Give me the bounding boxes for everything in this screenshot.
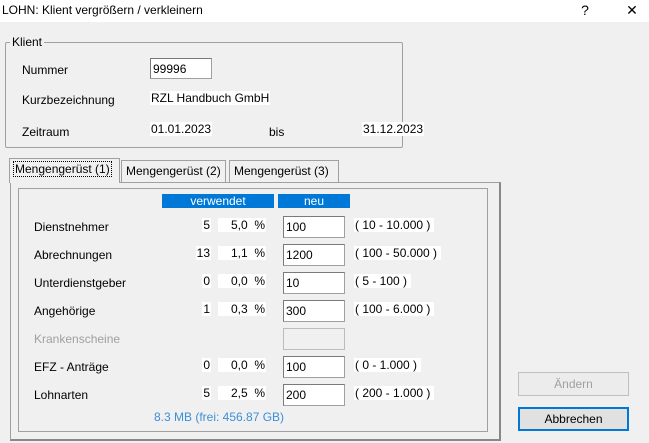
mengen-group bbox=[18, 188, 488, 432]
nummer-label: Nummer bbox=[22, 63, 69, 77]
row-percent: 5,0 % bbox=[218, 218, 266, 232]
row-label: Lohnarten bbox=[34, 388, 89, 402]
row-percent: 0,0 % bbox=[218, 274, 266, 288]
row-neu-input[interactable]: 300 bbox=[283, 300, 345, 322]
tab-mengengeruest-2[interactable]: Mengengerüst (2) bbox=[121, 160, 226, 182]
klient-group bbox=[5, 42, 403, 148]
row-label: Unterdienstgeber bbox=[34, 276, 127, 290]
row-count: 0 bbox=[202, 274, 211, 288]
header-verwendet: verwendet bbox=[162, 194, 274, 208]
row-neu-input[interactable]: 10 bbox=[283, 272, 345, 294]
tab-mengengeruest-1[interactable]: Mengengerüst (1) bbox=[9, 158, 120, 183]
nummer-input[interactable]: 99996 bbox=[150, 58, 212, 79]
row-percent: 1,1 % bbox=[218, 246, 266, 260]
title-bar: LOHN: Klient vergrößern / verkleinern ? … bbox=[0, 0, 649, 22]
zeitraum-bis: 31.12.2023 bbox=[362, 122, 425, 136]
row-percent: 2,5 % bbox=[218, 386, 266, 400]
close-icon[interactable]: ✕ bbox=[626, 2, 638, 18]
row-range: ( 100 - 50.000 ) bbox=[354, 246, 442, 260]
row-range: ( 200 - 1.000 ) bbox=[354, 386, 435, 400]
row-count: 13 bbox=[195, 246, 211, 260]
row-range: ( 5 - 100 ) bbox=[354, 274, 412, 288]
row-percent: 0,0 % bbox=[218, 358, 266, 372]
row-range: ( 10 - 10.000 ) bbox=[354, 218, 435, 232]
row-label: Angehörige bbox=[34, 304, 96, 318]
row-neu-input[interactable]: 1200 bbox=[283, 244, 345, 266]
abbrechen-button[interactable]: Abbrechen bbox=[518, 407, 629, 431]
storage-info: 8.3 MB (frei: 456.87 GB) bbox=[154, 410, 285, 424]
tab-mengengeruest-3[interactable]: Mengengerüst (3) bbox=[229, 160, 339, 182]
help-button[interactable]: ? bbox=[581, 2, 589, 18]
row-neu-input[interactable]: 200 bbox=[283, 384, 345, 406]
window-title: LOHN: Klient vergrößern / verkleinern bbox=[2, 3, 203, 17]
row-count: 1 bbox=[202, 302, 211, 316]
row-label: Krankenscheine bbox=[34, 332, 121, 346]
row-neu-input bbox=[283, 328, 345, 350]
row-range: ( 100 - 6.000 ) bbox=[354, 302, 435, 316]
row-percent: 0,3 % bbox=[218, 302, 266, 316]
kurzbezeichnung-value: RZL Handbuch GmbH bbox=[150, 91, 271, 105]
row-label: Abrechnungen bbox=[34, 248, 113, 262]
header-neu: neu bbox=[278, 194, 350, 208]
row-neu-input[interactable]: 100 bbox=[283, 216, 345, 238]
row-count: 0 bbox=[202, 358, 211, 372]
row-count: 5 bbox=[202, 218, 211, 232]
row-count: 5 bbox=[202, 386, 211, 400]
row-range: ( 0 - 1.000 ) bbox=[354, 358, 422, 372]
tab-label: Mengengerüst (1) bbox=[13, 161, 112, 177]
row-label: EFZ - Anträge bbox=[34, 360, 109, 374]
row-label: Dienstnehmer bbox=[34, 220, 109, 234]
bis-label: bis bbox=[269, 125, 285, 139]
row-neu-input[interactable]: 100 bbox=[283, 356, 345, 378]
tab-panel bbox=[10, 182, 501, 441]
kurzbezeichnung-label: Kurzbezeichnung bbox=[22, 93, 115, 107]
aendern-button[interactable]: Ändern bbox=[518, 372, 629, 396]
zeitraum-label: Zeitraum bbox=[22, 125, 70, 139]
klient-legend: Klient bbox=[10, 35, 45, 49]
zeitraum-von: 01.01.2023 bbox=[150, 122, 213, 136]
